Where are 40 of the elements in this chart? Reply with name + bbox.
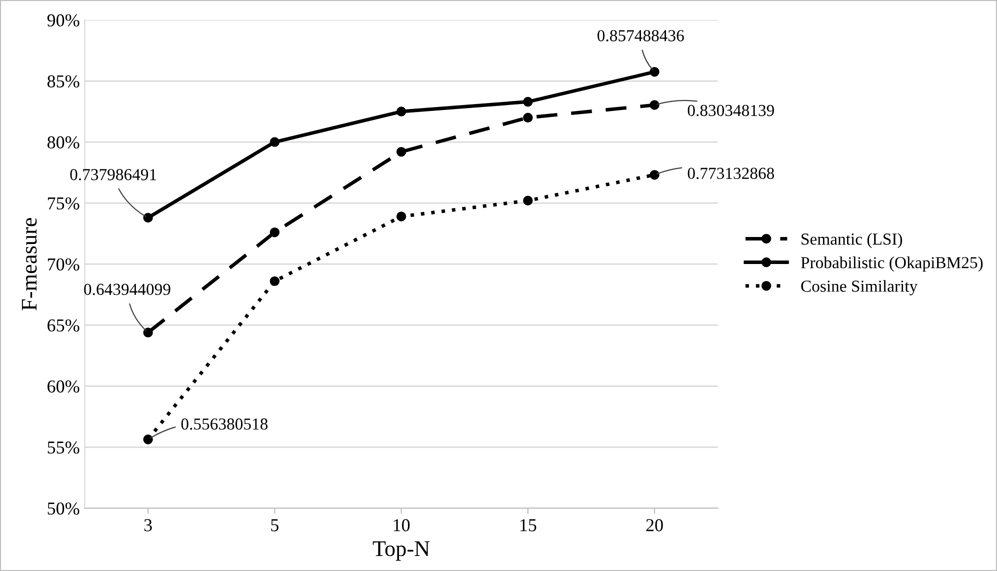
y-tick-label: 50% <box>48 502 80 515</box>
point <box>270 137 280 147</box>
y-tick-label: 90% <box>47 14 80 26</box>
point <box>270 227 280 238</box>
data-label: 0.857488436 <box>598 30 684 42</box>
point <box>650 100 660 110</box>
x-tick-label: 20 <box>646 519 663 532</box>
data-label: 0.737986491 <box>70 168 156 180</box>
point <box>523 96 533 107</box>
data-label: 0.643944099 <box>84 284 170 296</box>
point <box>143 328 153 338</box>
point <box>523 196 533 206</box>
point <box>270 276 280 286</box>
point <box>396 146 406 157</box>
y-tick-label: 80% <box>47 136 80 149</box>
x-tick-label: 15 <box>520 519 536 532</box>
x-tick-label: 5 <box>271 519 278 532</box>
x-axis-title: Top-N <box>372 541 430 561</box>
y-tick-label: 65% <box>48 319 80 332</box>
legend-label: Cosine Similarity <box>801 280 918 296</box>
legend-label: Semantic (LSI) <box>802 233 902 248</box>
x-tick-label: 10 <box>394 519 410 532</box>
y-tick-label: 55% <box>48 441 80 454</box>
data-label: 0.830348139 <box>688 104 774 116</box>
legend-label: Probabilistic (OkapiBM25) <box>800 256 983 272</box>
data-label: 0.556380518 <box>181 418 268 430</box>
point <box>396 106 406 116</box>
point <box>143 434 153 444</box>
y-tick-label: 60% <box>48 380 80 393</box>
point <box>650 67 660 77</box>
x-tick-label: 3 <box>144 519 152 532</box>
point <box>396 212 406 222</box>
y-axis-title: F-measure <box>22 218 37 310</box>
point <box>650 170 660 180</box>
y-tick-label: 70% <box>48 258 80 271</box>
point <box>523 112 533 122</box>
point <box>143 212 153 223</box>
y-tick-label: 75% <box>48 197 80 210</box>
data-label: 0.773132868 <box>688 168 774 180</box>
y-tick-label: 85% <box>47 75 80 88</box>
